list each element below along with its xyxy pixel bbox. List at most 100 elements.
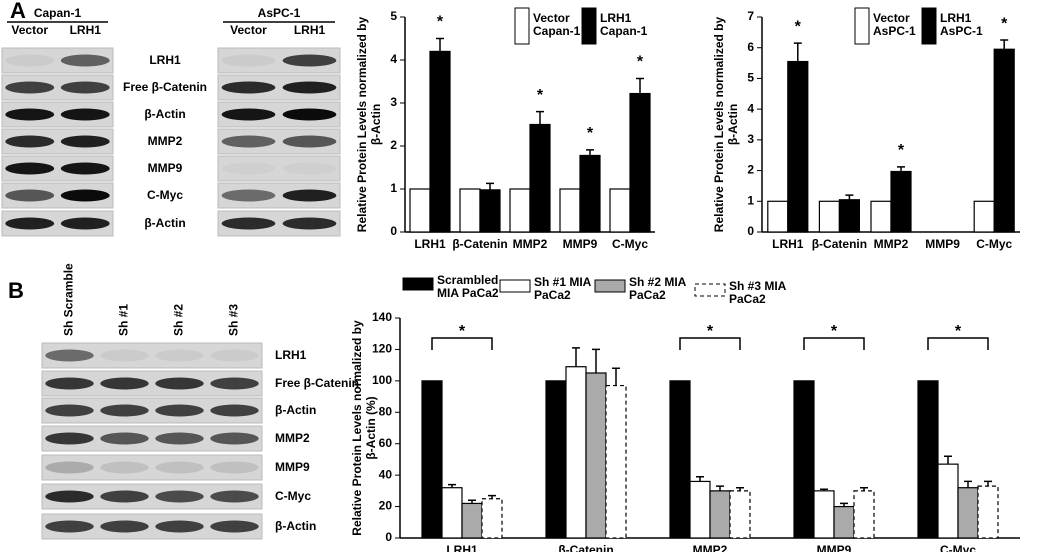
blot-band: [155, 404, 204, 417]
blot-band: [221, 54, 276, 67]
error-bar: [488, 494, 496, 499]
blot-band: [282, 189, 337, 202]
bar: [709, 490, 731, 539]
bar: [917, 380, 939, 539]
bar: [833, 505, 855, 539]
bar: [957, 487, 979, 539]
blot-row-label: C-Myc: [147, 188, 183, 202]
legend-swatch: [499, 279, 531, 293]
significance-bracket: [679, 337, 741, 350]
blot-row-label: MMP2: [148, 134, 183, 148]
legend-label: Scrambled MIA PaCa2: [437, 273, 499, 300]
legend-label: LRH1 Capan-1: [600, 11, 648, 38]
y-axis-label: Relative Protein Levels normalized by: [355, 16, 369, 232]
x-tick-label: β-Catenin: [812, 237, 867, 251]
blot-band: [221, 217, 276, 230]
bar: [479, 189, 501, 233]
bar: [993, 48, 1015, 233]
error-bar: [736, 486, 744, 491]
blot-row-label: MMP2: [275, 431, 310, 445]
blot-band: [45, 432, 94, 445]
blot-band: [45, 520, 94, 533]
y-tick-label: 4: [747, 101, 754, 115]
blot-band: [210, 520, 259, 533]
error-bar: [716, 485, 724, 491]
significance-star: *: [707, 323, 714, 340]
blot-band: [100, 349, 149, 362]
error-bar: [944, 455, 952, 465]
legend-label: LRH1 AsPC-1: [940, 11, 983, 38]
blot-row-label: MMP9: [148, 161, 183, 175]
significance-star: *: [831, 323, 838, 340]
blot-band: [210, 461, 259, 474]
bar: [767, 200, 789, 233]
legend-label: Vector AsPC-1: [873, 11, 916, 38]
error-bar: [436, 37, 444, 52]
blot-band: [210, 404, 259, 417]
bar: [729, 490, 751, 539]
y-tick-label: 1: [747, 193, 754, 207]
y-tick-label: 0: [385, 530, 392, 544]
significance-star: *: [898, 142, 905, 159]
y-tick-label: 2: [747, 163, 754, 177]
panel-label: B: [8, 278, 24, 303]
blot-band: [60, 54, 110, 67]
y-axis-label: β-Actin: [726, 104, 740, 145]
legend-swatch: [694, 283, 726, 297]
bar: [890, 170, 912, 233]
error-bar: [592, 348, 600, 373]
error-bar: [845, 194, 854, 200]
y-axis-label: Relative Protein Levels normalized by: [350, 320, 364, 536]
bar: [545, 380, 567, 539]
bar: [585, 372, 607, 539]
lane-label: Sh #2: [172, 304, 186, 336]
error-bar: [448, 483, 456, 488]
x-tick-label: MMP2: [693, 543, 728, 552]
x-tick-label: β-Catenin: [558, 543, 613, 552]
blot-band: [222, 163, 276, 175]
legend-swatch: [514, 7, 530, 45]
bar: [429, 50, 451, 233]
blot-band: [100, 377, 149, 390]
significance-bracket: [431, 337, 493, 350]
significance-star: *: [437, 14, 444, 31]
blot-row-label: β-Actin: [144, 216, 185, 230]
y-tick-label: 120: [372, 342, 392, 356]
y-tick-label: 4: [390, 52, 397, 66]
blot-band: [5, 189, 55, 202]
legend-label: Sh #1 MIA PaCa2: [534, 275, 591, 302]
bar: [870, 200, 892, 233]
blot-band: [283, 163, 337, 175]
blot-band: [60, 108, 110, 121]
significance-star: *: [459, 323, 466, 340]
significance-bracket: [927, 337, 989, 350]
blot-band: [45, 404, 94, 417]
blot-band: [210, 349, 259, 362]
blot-band: [282, 108, 337, 121]
error-bar: [984, 480, 992, 487]
blot-band: [155, 490, 204, 503]
y-tick-label: 80: [379, 404, 393, 418]
blot-band: [5, 217, 55, 230]
blot-band: [60, 135, 110, 148]
bar: [787, 60, 809, 233]
blot-row-label: MMP9: [275, 460, 310, 474]
blot-row-label: LRH1: [149, 53, 181, 67]
y-axis-label: Relative Protein Levels normalized by: [712, 16, 726, 232]
blot-band: [60, 162, 110, 175]
legend-swatch: [594, 279, 626, 293]
legend-swatch: [402, 277, 434, 291]
x-tick-label: MMP2: [513, 237, 548, 251]
blot-row-label: C-Myc: [275, 489, 311, 503]
y-tick-label: 20: [379, 499, 393, 513]
lane-label: LRH1: [294, 23, 326, 37]
lane-label: Sh Scramble: [62, 263, 76, 336]
blot-band: [100, 404, 149, 417]
legend-swatch: [854, 7, 870, 45]
blot-band: [5, 108, 55, 121]
blot-band: [155, 377, 204, 390]
x-tick-label: MMP9: [925, 237, 960, 251]
bar: [973, 200, 995, 233]
